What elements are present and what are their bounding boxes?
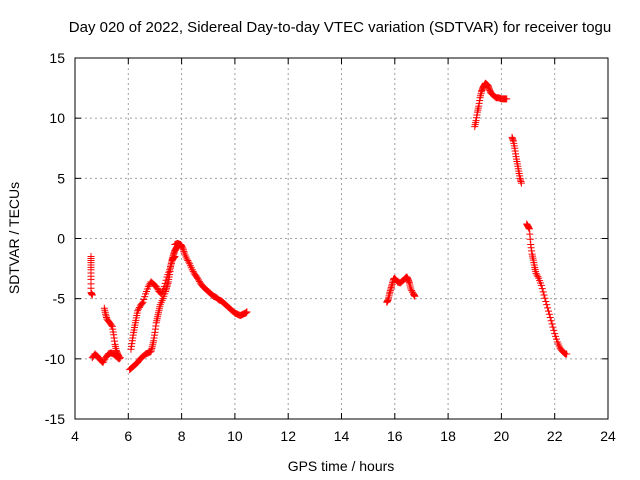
data-point bbox=[539, 288, 547, 296]
x-tick-labels: 4 6 8 10 12 14 16 18 20 22 24 bbox=[71, 428, 616, 444]
data-point bbox=[194, 276, 202, 284]
data-point bbox=[138, 299, 146, 307]
data-point bbox=[99, 358, 107, 366]
data-point bbox=[183, 255, 191, 263]
x-tick-label: 4 bbox=[71, 428, 79, 444]
data-point bbox=[411, 292, 419, 300]
y-axis-label: SDTVAR / TECUs bbox=[6, 182, 22, 294]
data-point bbox=[194, 274, 202, 282]
data-point bbox=[188, 266, 196, 274]
series-sdtvar bbox=[87, 79, 571, 374]
data-point bbox=[144, 283, 152, 291]
data-point bbox=[152, 283, 160, 291]
x-tick-label: 8 bbox=[178, 428, 186, 444]
data-point bbox=[545, 310, 553, 318]
data-point bbox=[532, 269, 540, 277]
data-point bbox=[88, 291, 96, 299]
chart-title: Day 020 of 2022, Sidereal Day-to-day VTE… bbox=[69, 19, 611, 36]
data-point bbox=[161, 279, 169, 287]
data-point bbox=[550, 326, 558, 334]
data-point bbox=[185, 258, 193, 266]
data-point bbox=[563, 350, 571, 358]
y-tick-labels: -15 -10 -5 0 5 10 15 bbox=[45, 50, 65, 427]
data-point bbox=[538, 285, 546, 293]
data-point bbox=[167, 259, 175, 267]
x-tick-label: 18 bbox=[440, 428, 456, 444]
x-tick-label: 12 bbox=[280, 428, 296, 444]
y-tick-label: 0 bbox=[57, 231, 65, 247]
x-axis-label: GPS time / hours bbox=[288, 458, 395, 474]
data-point bbox=[543, 301, 551, 309]
x-tick-label: 10 bbox=[227, 428, 243, 444]
y-tick-label: 15 bbox=[49, 50, 65, 66]
data-point bbox=[189, 267, 197, 275]
data-point bbox=[547, 317, 555, 325]
data-point bbox=[537, 281, 545, 289]
data-point bbox=[408, 287, 416, 295]
data-point bbox=[100, 357, 108, 365]
data-point bbox=[157, 289, 165, 297]
data-point bbox=[549, 323, 557, 331]
x-tick-label: 20 bbox=[494, 428, 510, 444]
x-tick-label: 16 bbox=[387, 428, 403, 444]
data-point bbox=[134, 307, 142, 315]
data-point bbox=[153, 284, 161, 292]
data-point bbox=[407, 285, 415, 293]
data-point bbox=[243, 308, 251, 316]
data-point bbox=[544, 304, 552, 312]
x-tick-label: 14 bbox=[334, 428, 350, 444]
data-point bbox=[160, 283, 168, 291]
data-point bbox=[171, 253, 179, 261]
y-tick-label: 10 bbox=[49, 110, 65, 126]
x-tick-label: 24 bbox=[600, 428, 616, 444]
data-point bbox=[533, 271, 541, 279]
y-tick-label: -10 bbox=[45, 351, 65, 367]
data-point bbox=[542, 297, 550, 305]
y-tick-label: -5 bbox=[53, 291, 66, 307]
axis-ticks bbox=[74, 57, 609, 420]
data-point bbox=[541, 294, 549, 302]
y-tick-label: -15 bbox=[45, 411, 65, 427]
data-point bbox=[107, 321, 115, 329]
data-point bbox=[546, 314, 554, 322]
data-point bbox=[540, 291, 548, 299]
y-tick-label: 5 bbox=[57, 170, 65, 186]
grid bbox=[75, 58, 608, 419]
data-point bbox=[115, 352, 123, 360]
data-point bbox=[548, 320, 556, 328]
data-point bbox=[162, 276, 170, 284]
data-point bbox=[166, 266, 174, 274]
data-point bbox=[534, 273, 542, 281]
data-point bbox=[544, 307, 552, 315]
x-tick-label: 6 bbox=[124, 428, 132, 444]
data-point bbox=[503, 95, 511, 103]
data-point bbox=[135, 305, 143, 313]
data-point bbox=[517, 179, 525, 187]
data-point bbox=[166, 263, 174, 271]
x-tick-label: 22 bbox=[547, 428, 563, 444]
data-point bbox=[184, 257, 192, 265]
